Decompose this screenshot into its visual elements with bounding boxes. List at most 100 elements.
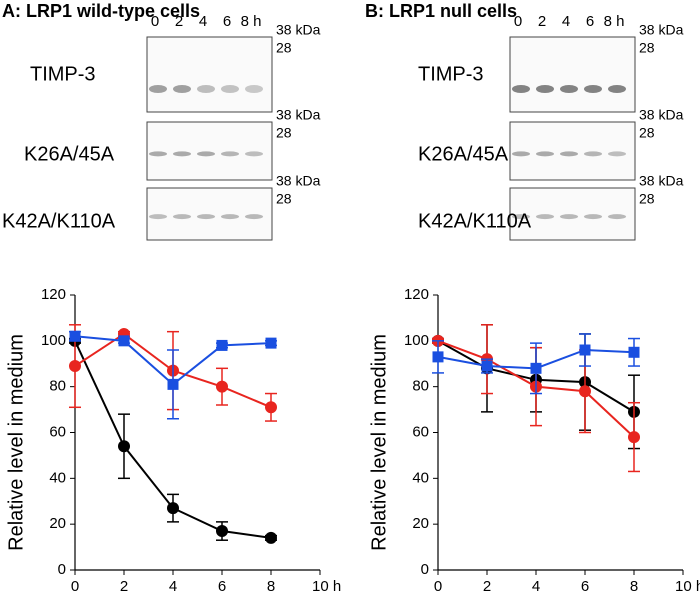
point <box>118 440 130 453</box>
point <box>265 337 277 349</box>
y-tick-label: 80 <box>412 378 429 395</box>
point <box>69 330 81 342</box>
panel-title: A: LRP1 wild-type cells <box>2 1 200 21</box>
band <box>245 85 263 93</box>
x-tick-label: 4 <box>532 578 540 595</box>
band <box>608 214 626 220</box>
y-tick-label: 40 <box>49 469 66 486</box>
band <box>608 85 626 93</box>
x-tick-label: 2 <box>120 578 128 595</box>
point <box>481 360 493 372</box>
point <box>167 378 179 390</box>
band <box>197 214 215 220</box>
lane-label: 6 <box>223 13 231 30</box>
point <box>265 401 277 414</box>
band <box>173 214 191 220</box>
x-tick-label: 6 <box>581 578 589 595</box>
kda-marker: 28 <box>276 191 292 207</box>
blot-label: K26A/45A <box>24 143 115 165</box>
point <box>216 525 228 538</box>
point <box>265 531 277 544</box>
lane-label: 2 <box>538 13 546 30</box>
band <box>536 85 554 93</box>
band <box>173 151 191 157</box>
point <box>69 360 81 373</box>
band <box>149 214 167 220</box>
y-tick-label: 60 <box>49 423 66 440</box>
band <box>512 151 530 157</box>
x-tick-label: 4 <box>169 578 177 595</box>
band <box>536 214 554 220</box>
panel-title: B: LRP1 null cells <box>365 1 517 21</box>
y-tick-label: 0 <box>421 561 429 578</box>
band <box>197 85 215 93</box>
kda-marker: 28 <box>639 191 655 207</box>
point <box>628 431 640 444</box>
band <box>221 151 239 157</box>
y-tick-label: 40 <box>412 469 429 486</box>
blot-label: K42A/K110A <box>418 210 532 232</box>
band <box>584 214 602 220</box>
blot-label: K42A/K110A <box>2 210 116 232</box>
band <box>221 214 239 220</box>
y-tick-label: 100 <box>404 332 429 349</box>
point <box>432 351 444 363</box>
blot-box <box>509 187 636 241</box>
band <box>560 214 578 220</box>
kda-marker: 28 <box>639 125 655 141</box>
band <box>584 151 602 157</box>
band <box>560 85 578 93</box>
point <box>216 380 228 393</box>
band <box>512 214 530 220</box>
band <box>149 85 167 93</box>
x-tick-label: 2 <box>483 578 491 595</box>
kda-marker: 38 kDa <box>639 173 684 189</box>
band <box>512 85 530 93</box>
band <box>149 151 167 157</box>
kda-marker: 38 kDa <box>276 22 321 38</box>
kda-marker: 38 kDa <box>276 107 321 123</box>
kda-marker: 38 kDa <box>639 107 684 123</box>
y-tick-label: 20 <box>412 515 429 532</box>
lane-label: 2 <box>175 13 183 30</box>
band <box>197 151 215 157</box>
y-axis-label: Relative level in medium <box>5 334 27 551</box>
band <box>584 85 602 93</box>
point <box>530 362 542 374</box>
lane-label: 4 <box>199 13 207 30</box>
x-tick-label: 8 <box>630 578 638 595</box>
x-tick-label: 10 h <box>675 578 700 595</box>
band <box>560 151 578 157</box>
kda-marker: 28 <box>276 125 292 141</box>
band <box>245 214 263 220</box>
y-tick-label: 120 <box>404 286 429 303</box>
band <box>173 85 191 93</box>
band <box>536 151 554 157</box>
kda-marker: 28 <box>276 40 292 56</box>
band <box>221 85 239 93</box>
lane-label: 4 <box>562 13 570 30</box>
kda-marker: 38 kDa <box>639 22 684 38</box>
lane-label: 0 <box>514 13 522 30</box>
blot-label: TIMP-3 <box>30 63 96 85</box>
y-tick-label: 120 <box>41 286 66 303</box>
point <box>167 502 179 515</box>
x-tick-label: 6 <box>218 578 226 595</box>
y-tick-label: 80 <box>49 378 66 395</box>
y-tick-label: 60 <box>412 423 429 440</box>
point <box>579 385 591 398</box>
point <box>628 346 640 358</box>
blot-box <box>146 121 273 181</box>
y-tick-label: 20 <box>49 515 66 532</box>
lane-label: 8 h <box>604 13 625 30</box>
blot-box <box>509 121 636 181</box>
blot-label: TIMP-3 <box>418 63 484 85</box>
blot-box <box>509 36 636 113</box>
x-tick-label: 8 <box>267 578 275 595</box>
x-tick-label: 0 <box>434 578 442 595</box>
point <box>118 335 130 347</box>
y-axis-label: Relative level in medium <box>368 334 390 551</box>
lane-label: 0 <box>151 13 159 30</box>
kda-marker: 28 <box>639 40 655 56</box>
